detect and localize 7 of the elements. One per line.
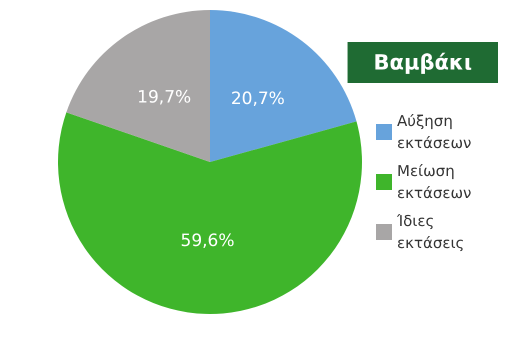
data-label: 20,7% [230,89,285,110]
data-label: 59,6% [180,230,235,251]
legend-label: Μείωση εκτάσεων [397,162,472,202]
legend-label: Ίδιες εκτάσεις [396,212,464,252]
legend-label: Αύξηση εκτάσεων [397,112,472,152]
text: Βαμβάκι [374,50,472,74]
data-label: 19,7% [137,88,192,108]
